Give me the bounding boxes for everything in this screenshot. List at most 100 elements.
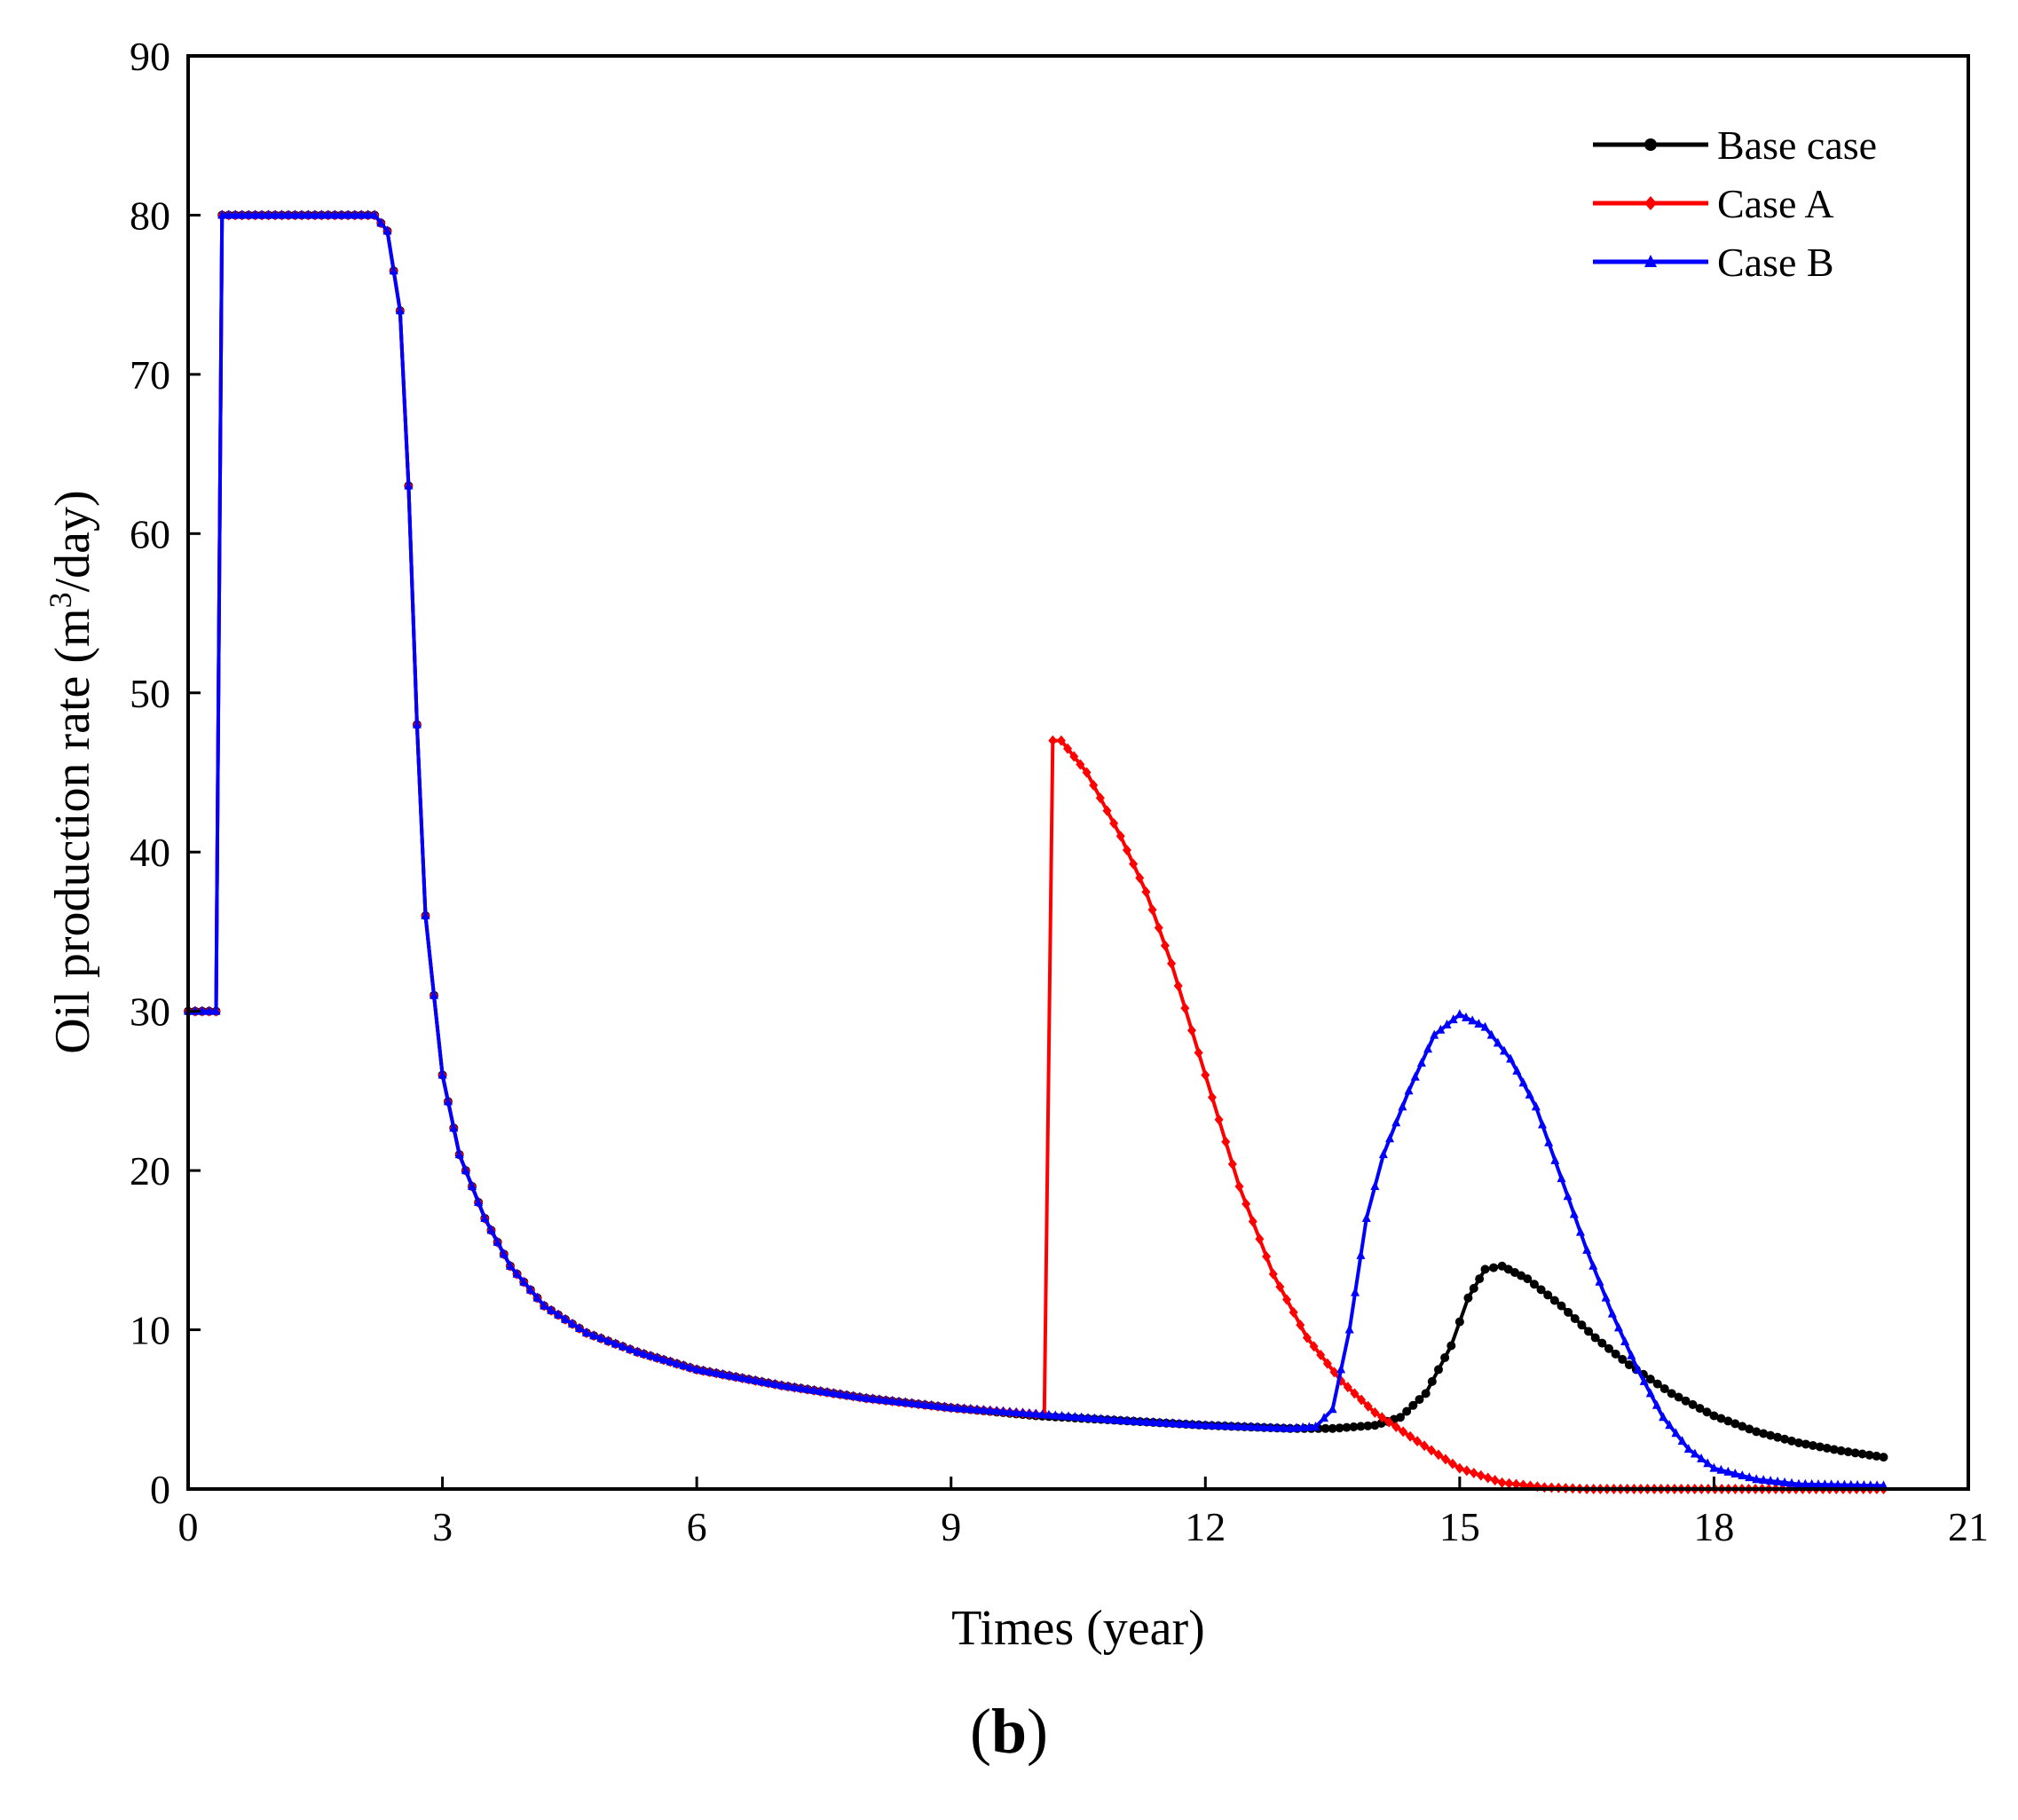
data-point (1063, 743, 1073, 754)
data-point (1759, 1429, 1769, 1438)
data-point (1248, 1216, 1257, 1227)
data-point (1395, 1413, 1405, 1422)
data-point (803, 1383, 813, 1393)
data-point (652, 1352, 662, 1362)
data-point (1123, 1415, 1132, 1425)
data-point (1813, 1479, 1823, 1489)
data-point (277, 209, 287, 219)
data-point (1709, 1462, 1719, 1472)
data-point (1745, 1472, 1754, 1482)
data-point (1103, 1414, 1113, 1423)
data-point (1872, 1480, 1882, 1490)
data-point (744, 1374, 753, 1383)
data-point (1044, 1409, 1053, 1419)
data-point (1122, 844, 1131, 855)
data-point (1076, 1412, 1086, 1422)
data-point (1402, 1406, 1412, 1416)
data-point (1475, 1274, 1485, 1284)
data-point (1773, 1432, 1783, 1442)
data-point (1207, 1091, 1217, 1103)
data-point (1569, 1209, 1579, 1218)
data-point (1550, 1154, 1560, 1164)
data-point (1723, 1466, 1733, 1476)
data-point (1155, 1417, 1164, 1427)
data-point (666, 1356, 675, 1366)
data-point (1639, 1375, 1649, 1385)
data-point (1076, 759, 1085, 770)
data-point (1575, 1226, 1585, 1236)
data-point (1651, 1399, 1661, 1409)
data-point (1385, 1133, 1395, 1143)
data-point (862, 1392, 871, 1402)
data-point (310, 209, 319, 219)
data-point (1320, 1413, 1329, 1422)
data-point (540, 1300, 549, 1310)
data-point (1836, 1446, 1846, 1455)
data-point (1723, 1416, 1733, 1426)
data-point (973, 1404, 982, 1414)
data-point (926, 1399, 936, 1409)
data-point (1242, 1198, 1251, 1209)
data-point (626, 1343, 635, 1353)
data-point (1129, 1415, 1139, 1425)
x-tick-label: 6 (687, 1504, 707, 1549)
data-point (1582, 1244, 1592, 1254)
data-point (1057, 1410, 1067, 1420)
data-point (1063, 1411, 1073, 1421)
data-point (474, 1197, 484, 1206)
data-point (1427, 1445, 1437, 1456)
data-point (1328, 1423, 1337, 1433)
data-point (1808, 1440, 1817, 1450)
legend-label: Base case (1717, 122, 1877, 168)
data-point (395, 305, 405, 315)
data-point (868, 1393, 878, 1403)
data-point (303, 209, 313, 219)
data-point (1187, 1025, 1197, 1036)
ticks-layer: 0 3 6 9 12 15 18 21 0 10 20 30 40 50 60 70 80 90 (130, 34, 1989, 1549)
data-point (1187, 1419, 1197, 1429)
data-point (1766, 1430, 1776, 1440)
data-point (959, 1403, 969, 1413)
data-point (894, 1396, 903, 1406)
data-point (658, 1354, 668, 1364)
y-axis-title-tail: /day) (45, 490, 100, 592)
data-point (1356, 1422, 1366, 1431)
data-point (1056, 735, 1066, 746)
data-point (1780, 1477, 1790, 1486)
data-point (1557, 1173, 1566, 1183)
data-point (1531, 1101, 1541, 1111)
data-point (363, 209, 373, 219)
data-point (581, 1328, 591, 1337)
data-point (449, 1123, 459, 1132)
data-point (1259, 1422, 1269, 1431)
data-point (1240, 1421, 1249, 1430)
data-point (283, 209, 293, 219)
data-point (370, 209, 380, 219)
data-point (1384, 1416, 1394, 1428)
data-point (1730, 1419, 1740, 1429)
legend: Base case Case A Case B (1593, 122, 1877, 285)
data-point (1738, 1422, 1747, 1431)
x-tick-label: 9 (941, 1504, 961, 1549)
data-point (1370, 1181, 1380, 1191)
legend-label: Case B (1717, 240, 1834, 285)
data-point (519, 1276, 529, 1286)
data-point (1433, 1449, 1443, 1461)
data-point (1018, 1407, 1028, 1417)
data-point (1759, 1475, 1769, 1485)
data-point (1109, 1414, 1119, 1424)
data-point (1801, 1439, 1810, 1449)
data-point (430, 989, 439, 999)
data-point (855, 1391, 864, 1401)
data-point (1879, 1453, 1888, 1462)
data-point (1246, 1422, 1256, 1431)
data-point (499, 1249, 508, 1258)
y-axis-title-main: Oil production rate (m (45, 608, 100, 1053)
data-point (1336, 1364, 1346, 1374)
data-point (1213, 1420, 1223, 1430)
data-point (317, 209, 327, 219)
data-point (1168, 1418, 1178, 1428)
data-point (589, 1330, 599, 1340)
data-point (1463, 1293, 1473, 1303)
